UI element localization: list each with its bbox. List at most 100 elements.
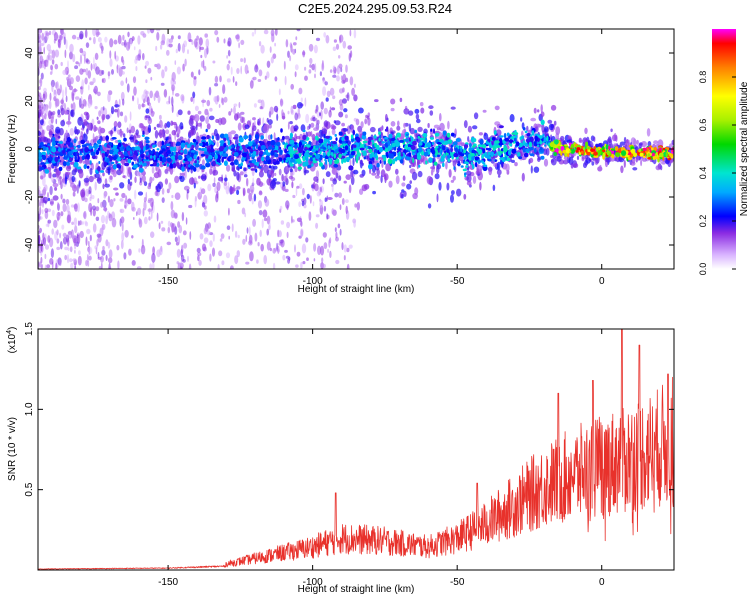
spectrogram-ridge-blob (472, 138, 477, 143)
spectrogram-ridge-blob (524, 130, 528, 134)
spectrogram-noise-blob (346, 92, 350, 102)
spectrogram-halo-blob (555, 132, 559, 141)
spectrogram-noise-blob (322, 263, 326, 269)
spectrogram-halo-blob (386, 117, 389, 122)
spectrogram-ridge-blob (56, 151, 60, 155)
spectrogram-ridge-blob (260, 145, 266, 150)
spectrogram-noise-blob (152, 177, 155, 181)
spectrogram-ridge-blob (198, 147, 202, 151)
spectrogram-noise-blob (197, 252, 202, 257)
spectrogram-noise-blob (348, 244, 353, 249)
spectrogram-ridge-blob (450, 132, 455, 137)
spectrogram-ridge-blob (469, 143, 472, 148)
spectrogram-ridge-blob (56, 153, 61, 156)
spectrogram-ridge-blob (401, 153, 404, 157)
spectrogram-noise-blob (98, 266, 102, 269)
spectrogram-ridge-blob (614, 146, 619, 151)
spectrogram-noise-blob (66, 214, 71, 224)
spectrogram-ridge-blob (417, 152, 421, 158)
spectrogram-halo-blob (206, 123, 211, 130)
spectrogram-y-label: Frequency (Hz) (7, 115, 18, 184)
spectrogram-halo-blob (226, 164, 231, 172)
spectrogram-halo-blob (170, 120, 174, 126)
spectrogram-ridge-blob (70, 154, 74, 158)
spectrogram-halo-blob (114, 104, 120, 108)
spectrogram-ridge-blob (346, 159, 350, 163)
spectrogram-ridge-blob (335, 137, 338, 142)
spectrogram-halo-blob (98, 126, 102, 135)
spectrogram-noise-blob (242, 238, 246, 245)
spectrogram-ridge-blob (417, 136, 420, 139)
spectrogram-ridge-blob (103, 161, 107, 168)
spectrogram-noise-blob (150, 209, 153, 220)
spectrogram-noise-blob (305, 113, 310, 124)
spectrogram-ridge-blob (515, 141, 520, 147)
spectrogram-noise-blob (228, 207, 230, 216)
spectrogram-noise-blob (107, 92, 111, 103)
spectrogram-ridge-blob (540, 155, 545, 160)
spectrogram-halo-blob (246, 177, 249, 187)
spectrogram-ridge-blob (340, 148, 346, 154)
spectrogram-halo-blob (274, 181, 281, 185)
spectrogram-halo-blob (345, 174, 352, 181)
spectrogram-ridge-blob (388, 133, 393, 139)
spectrogram-ridge-blob (562, 149, 566, 154)
spectrogram-halo-blob (94, 173, 100, 179)
spectrogram-halo-blob (630, 161, 636, 166)
spectrogram-noise-blob (313, 44, 318, 54)
spectrogram-ridge-blob (38, 158, 42, 162)
spectrogram-ridge-blob (309, 152, 313, 156)
spectrogram-ridge-blob (95, 150, 100, 155)
spectrogram-noise-blob (111, 69, 114, 75)
spectrogram-noise-blob (65, 198, 70, 205)
spectrogram-ridge-blob (174, 155, 179, 160)
spectrogram-halo-blob (291, 181, 294, 189)
spectrogram-ridge-blob (223, 143, 227, 148)
spectrogram-ridge-blob (405, 156, 410, 159)
spectrogram-noise-blob (121, 222, 124, 232)
spectrogram-noise-blob (197, 255, 200, 262)
spectrogram-noise-blob (263, 217, 268, 222)
spectrogram-halo-blob (252, 117, 256, 121)
spectrogram-ridge-blob (508, 149, 512, 156)
spectrogram-ridge-blob (217, 162, 222, 166)
spectrogram-halo-blob (199, 115, 205, 122)
spectrogram-noise-blob (57, 201, 59, 210)
spectrogram-noise-blob (156, 249, 161, 258)
spectrogram-noise-blob (243, 57, 246, 64)
spectrogram-halo-blob (172, 141, 177, 147)
spectrogram-noise-blob (53, 219, 58, 229)
spectrogram-ridge-blob (138, 147, 141, 151)
spectrogram-ridge-blob (350, 155, 353, 159)
spectrogram-ridge-blob (246, 146, 252, 150)
spectrogram-halo-blob (342, 98, 347, 104)
spectrogram-noise-blob (85, 260, 88, 267)
spectrogram-halo-blob (560, 135, 565, 141)
spectrogram-noise-blob (263, 254, 268, 265)
spectrogram-halo-blob (416, 118, 421, 124)
spectrogram-halo-blob (200, 175, 205, 180)
spectrogram-ridge-blob (306, 144, 311, 148)
spectrogram-noise-blob (147, 67, 152, 74)
spectrogram-halo-blob (436, 166, 440, 174)
spectrogram-noise-blob (203, 227, 208, 235)
spectrogram-noise-blob (312, 201, 315, 207)
spectrogram-ridge-blob (497, 153, 502, 156)
spectrogram-noise-blob (79, 48, 84, 54)
spectrogram-halo-blob (380, 169, 386, 178)
spectrogram-halo-blob (102, 183, 105, 190)
spectrogram-noise-blob (308, 211, 312, 222)
spectrogram-noise-blob (59, 241, 63, 250)
spectrogram-ridge-blob (289, 163, 294, 167)
spectrogram-noise-blob (241, 207, 246, 215)
spectrogram-ridge-blob (435, 145, 439, 149)
spectrogram-halo-blob (189, 115, 196, 121)
spectrogram-noise-blob (78, 250, 81, 256)
spectrogram-halo-blob (247, 188, 251, 194)
spectrogram-ridge-blob (77, 144, 81, 149)
spectrogram-halo-blob (71, 169, 77, 176)
spectrogram-ridge-blob (270, 150, 275, 156)
spectrogram-noise-blob (120, 80, 124, 86)
spectrogram-ridge-blob (378, 137, 381, 142)
spectrogram-halo-blob (619, 141, 626, 146)
